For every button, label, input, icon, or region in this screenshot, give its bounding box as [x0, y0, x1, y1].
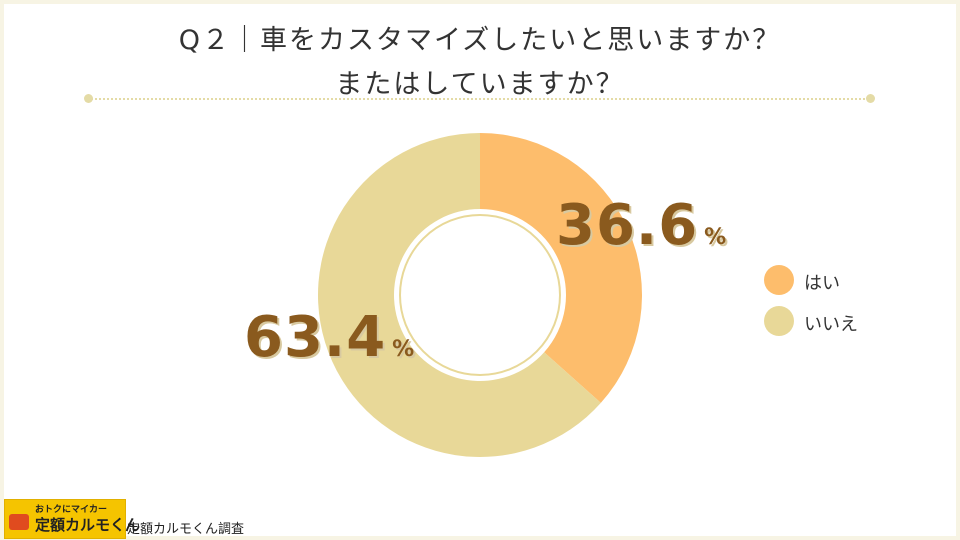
inner-ring: [399, 214, 561, 376]
data-label-no-value: 63.4: [244, 305, 387, 370]
data-label-yes-value: 36.6: [556, 193, 699, 258]
chart-title-line1: Q２｜車をカスタマイズしたいと思いますか？: [178, 25, 782, 56]
legend-label-no: いいえ: [804, 314, 858, 335]
slice-no: [318, 133, 601, 458]
data-label-no-unit: %: [392, 337, 415, 362]
data-label-yes: 36.6%: [556, 193, 726, 258]
legend-label-yes: はい: [804, 273, 840, 294]
legend-swatch-no: [764, 306, 794, 336]
source-note: 定額カルモくん調査: [127, 522, 245, 537]
chart-title-line2: またはしていますか？: [335, 69, 625, 100]
legend-swatch-yes: [764, 265, 794, 295]
data-label-no: 63.4%: [244, 305, 414, 370]
logo-brand: 定額カルモくん: [35, 516, 141, 534]
logo-tagline: おトクにマイカー: [35, 505, 108, 515]
car-icon: [9, 514, 29, 530]
data-label-yes-unit: %: [704, 225, 727, 250]
title-divider: [88, 98, 872, 100]
divider-dot-right: [866, 94, 875, 103]
carmo-logo: おトクにマイカー 定額カルモくん: [4, 499, 140, 539]
slice-yes: [480, 133, 643, 403]
